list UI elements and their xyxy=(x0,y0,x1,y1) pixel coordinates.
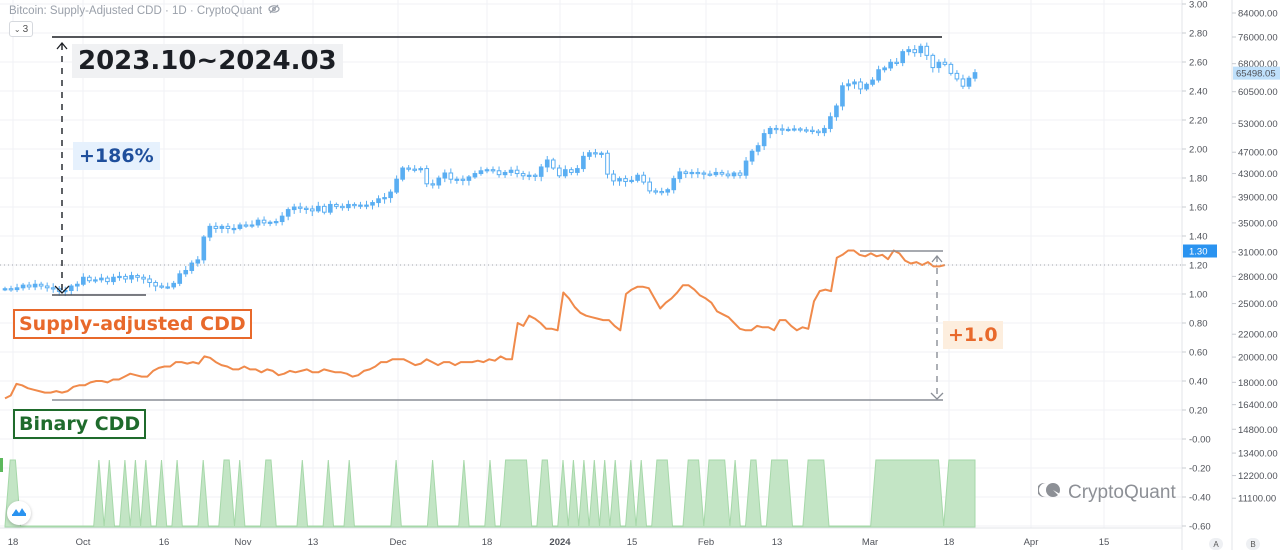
svg-text:16400.00: 16400.00 xyxy=(1238,400,1278,411)
svg-text:-0.20: -0.20 xyxy=(1189,464,1211,475)
period-annotation: 2023.10~2024.03 xyxy=(72,44,343,78)
svg-text:2.40: 2.40 xyxy=(1189,87,1208,98)
time-axis[interactable]: 18 Oct 16 Nov 13 Dec 18 2024 15 Feb 13 Mar 18 Apr 15 xyxy=(8,537,1110,548)
svg-text:47000.00: 47000.00 xyxy=(1238,148,1278,159)
svg-text:0.60: 0.60 xyxy=(1189,348,1208,359)
svg-text:39000.00: 39000.00 xyxy=(1238,192,1278,203)
svg-text:18: 18 xyxy=(8,537,19,548)
svg-text:0.40: 0.40 xyxy=(1189,377,1208,388)
svg-text:2.80: 2.80 xyxy=(1189,29,1208,40)
svg-text:13: 13 xyxy=(772,537,783,548)
svg-text:35000.00: 35000.00 xyxy=(1238,218,1278,229)
svg-text:2.00: 2.00 xyxy=(1189,145,1208,156)
svg-text:Dec: Dec xyxy=(390,537,407,548)
svg-text:28000.00: 28000.00 xyxy=(1238,272,1278,283)
cdd-change-annotation: +1.0 xyxy=(943,321,1003,349)
area-chart-icon xyxy=(11,504,27,522)
svg-text:43000.00: 43000.00 xyxy=(1238,169,1278,180)
svg-text:15: 15 xyxy=(1099,537,1110,548)
svg-text:15: 15 xyxy=(627,537,638,548)
svg-text:2024: 2024 xyxy=(549,537,571,548)
svg-text:Mar: Mar xyxy=(862,537,878,548)
svg-text:31000.00: 31000.00 xyxy=(1238,248,1278,259)
btc-price-candles xyxy=(2,42,978,297)
svg-text:76000.00: 76000.00 xyxy=(1238,33,1278,44)
svg-text:18000.00: 18000.00 xyxy=(1238,378,1278,389)
svg-text:1.30: 1.30 xyxy=(1189,247,1208,258)
cryptoquant-logo-icon xyxy=(1037,482,1062,504)
watermark-text: CryptoQuant xyxy=(1068,482,1176,503)
eye-off-icon[interactable] xyxy=(268,4,280,17)
svg-text:13400.00: 13400.00 xyxy=(1238,449,1278,460)
svg-text:2.60: 2.60 xyxy=(1189,58,1208,69)
svg-text:12200.00: 12200.00 xyxy=(1238,471,1278,482)
svg-text:Oct: Oct xyxy=(76,537,91,548)
svg-text:13: 13 xyxy=(308,537,319,548)
svg-text:84000.00: 84000.00 xyxy=(1238,9,1278,20)
chart-title: Bitcoin: Supply-Adjusted CDD · 1D · Cryp… xyxy=(9,4,263,17)
svg-text:1.80: 1.80 xyxy=(1189,174,1208,185)
axis-a-badge[interactable]: A xyxy=(1209,538,1223,550)
supply-adjusted-cdd-line xyxy=(4,249,946,400)
axis-b-badge[interactable]: B xyxy=(1246,538,1260,550)
svg-text:68000.00: 68000.00 xyxy=(1238,59,1278,70)
svg-text:0.80: 0.80 xyxy=(1189,319,1208,330)
svg-text:25000.00: 25000.00 xyxy=(1238,299,1278,310)
supply-adjusted-cdd-label: Supply-adjusted CDD xyxy=(13,309,252,339)
svg-text:-0.00: -0.00 xyxy=(1189,435,1211,446)
svg-text:Feb: Feb xyxy=(698,537,714,548)
svg-text:16: 16 xyxy=(159,537,170,548)
chart-header: Bitcoin: Supply-Adjusted CDD · 1D · Cryp… xyxy=(9,4,280,17)
svg-text:11100.00: 11100.00 xyxy=(1238,494,1276,505)
svg-text:0.20: 0.20 xyxy=(1189,406,1208,417)
svg-text:20000.00: 20000.00 xyxy=(1238,353,1278,364)
binary-cdd-area xyxy=(0,458,976,528)
price-change-annotation: +186% xyxy=(73,142,160,170)
svg-text:1.00: 1.00 xyxy=(1189,290,1208,301)
svg-text:53000.00: 53000.00 xyxy=(1238,119,1278,130)
svg-text:3.00: 3.00 xyxy=(1189,0,1208,11)
svg-text:65498.05: 65498.05 xyxy=(1236,69,1276,80)
svg-text:1.40: 1.40 xyxy=(1189,232,1208,243)
svg-text:Apr: Apr xyxy=(1024,537,1039,548)
svg-text:Nov: Nov xyxy=(235,537,252,548)
svg-text:60500.00: 60500.00 xyxy=(1238,87,1278,98)
svg-text:1.20: 1.20 xyxy=(1189,261,1208,272)
legend-count: 3 xyxy=(22,23,29,35)
chevron-down-icon: ⌄ xyxy=(13,24,21,34)
svg-text:-0.40: -0.40 xyxy=(1189,493,1211,504)
left-value-axis[interactable]: 3.00 2.80 2.60 2.40 2.20 2.00 1.80 1.60 1.40 1.20… xyxy=(1182,0,1217,533)
cryptoquant-watermark: CryptoQuant xyxy=(1037,482,1176,504)
right-price-axis[interactable]: 84000.00 76000.00 68000.00 60500.00 53000.00… xyxy=(1232,9,1280,505)
svg-text:18: 18 xyxy=(482,537,493,548)
svg-text:14800.00: 14800.00 xyxy=(1238,425,1278,436)
annotation-drawings xyxy=(0,36,1182,401)
svg-text:-0.60: -0.60 xyxy=(1189,522,1211,533)
svg-text:22000.00: 22000.00 xyxy=(1238,330,1278,341)
svg-text:1.60: 1.60 xyxy=(1189,203,1208,214)
svg-text:18: 18 xyxy=(944,537,955,548)
chart-type-button[interactable] xyxy=(7,501,31,525)
binary-cdd-label: Binary CDD xyxy=(13,409,147,439)
svg-text:2.20: 2.20 xyxy=(1189,116,1208,127)
legend-collapse-button[interactable]: ⌄ 3 xyxy=(9,21,33,37)
